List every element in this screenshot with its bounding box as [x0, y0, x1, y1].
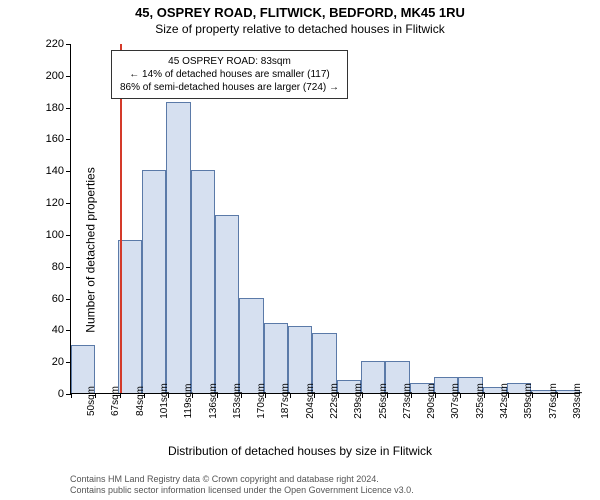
x-tick [387, 393, 388, 398]
y-tick-label: 60 [34, 293, 64, 305]
y-tick-label: 220 [34, 38, 64, 50]
y-tick [66, 299, 71, 300]
bar [191, 170, 215, 393]
x-tick [362, 393, 363, 398]
y-tick [66, 330, 71, 331]
x-tick-label: 67sqm [110, 386, 121, 416]
y-tick [66, 235, 71, 236]
footer-text: Contains HM Land Registry data © Crown c… [70, 474, 580, 496]
x-tick [460, 393, 461, 398]
x-tick [217, 393, 218, 398]
x-tick [168, 393, 169, 398]
x-tick [435, 393, 436, 398]
x-tick-label: 187sqm [280, 383, 291, 419]
y-tick-label: 180 [34, 102, 64, 114]
x-tick-label: 222sqm [329, 383, 340, 419]
y-tick-label: 20 [34, 356, 64, 368]
chart-subtitle: Size of property relative to detached ho… [0, 22, 600, 36]
x-tick-label: 153sqm [232, 383, 243, 419]
y-tick [66, 203, 71, 204]
annotation-box: 45 OSPREY ROAD: 83sqm ← 14% of detached … [111, 50, 348, 99]
y-tick-label: 120 [34, 197, 64, 209]
x-tick [411, 393, 412, 398]
x-tick-label: 119sqm [183, 384, 194, 419]
x-tick [241, 393, 242, 398]
x-tick [265, 393, 266, 398]
y-tick-label: 200 [34, 70, 64, 82]
x-tick [508, 393, 509, 398]
x-tick-label: 204sqm [305, 383, 316, 419]
x-tick-label: 84sqm [135, 386, 146, 416]
x-ticks: 50sqm67sqm84sqm101sqm119sqm136sqm153sqm1… [71, 393, 580, 443]
chart-title: 45, OSPREY ROAD, FLITWICK, BEDFORD, MK45… [0, 5, 600, 20]
x-tick-label: 376sqm [548, 383, 559, 419]
y-tick [66, 76, 71, 77]
x-tick-label: 170sqm [256, 383, 267, 419]
x-tick [192, 393, 193, 398]
x-tick-label: 136sqm [208, 383, 219, 419]
x-axis-label: Distribution of detached houses by size … [0, 444, 600, 458]
bar [215, 215, 239, 393]
bar [142, 170, 166, 393]
x-tick-label: 290sqm [426, 383, 437, 419]
y-tick-label: 80 [34, 261, 64, 273]
y-tick [66, 171, 71, 172]
x-tick-label: 101sqm [159, 383, 170, 419]
y-tick-label: 0 [34, 388, 64, 400]
x-tick [290, 393, 291, 398]
x-tick-label: 50sqm [86, 386, 97, 416]
x-tick-label: 239sqm [353, 383, 364, 419]
y-tick-label: 140 [34, 165, 64, 177]
footer-line1: Contains HM Land Registry data © Crown c… [70, 474, 580, 485]
y-tick-label: 100 [34, 229, 64, 241]
bar [166, 102, 190, 393]
plot-area: 50sqm67sqm84sqm101sqm119sqm136sqm153sqm1… [70, 44, 580, 394]
chart-container: 45, OSPREY ROAD, FLITWICK, BEDFORD, MK45… [0, 0, 600, 500]
x-tick-label: 273sqm [402, 383, 413, 419]
x-tick-label: 393sqm [572, 383, 583, 419]
x-tick [338, 393, 339, 398]
x-tick [484, 393, 485, 398]
annotation-line2: ← 14% of detached houses are smaller (11… [120, 68, 339, 81]
x-tick [71, 393, 72, 398]
x-tick-label: 325sqm [475, 383, 486, 419]
bar [239, 298, 263, 393]
y-tick [66, 108, 71, 109]
x-tick-label: 256sqm [378, 383, 389, 419]
annotation-line1: 45 OSPREY ROAD: 83sqm [120, 55, 339, 68]
footer-line2: Contains public sector information licen… [70, 485, 580, 496]
y-tick [66, 362, 71, 363]
x-tick [557, 393, 558, 398]
x-tick [120, 393, 121, 398]
x-tick-label: 359sqm [523, 383, 534, 419]
y-tick-label: 160 [34, 133, 64, 145]
y-tick [66, 139, 71, 140]
y-tick [66, 44, 71, 45]
y-tick-label: 40 [34, 324, 64, 336]
x-tick [95, 393, 96, 398]
x-tick-label: 342sqm [499, 383, 510, 419]
y-tick [66, 267, 71, 268]
x-tick [144, 393, 145, 398]
x-tick [314, 393, 315, 398]
x-tick-label: 307sqm [450, 383, 461, 419]
annotation-line3: 86% of semi-detached houses are larger (… [120, 81, 339, 94]
x-tick [532, 393, 533, 398]
